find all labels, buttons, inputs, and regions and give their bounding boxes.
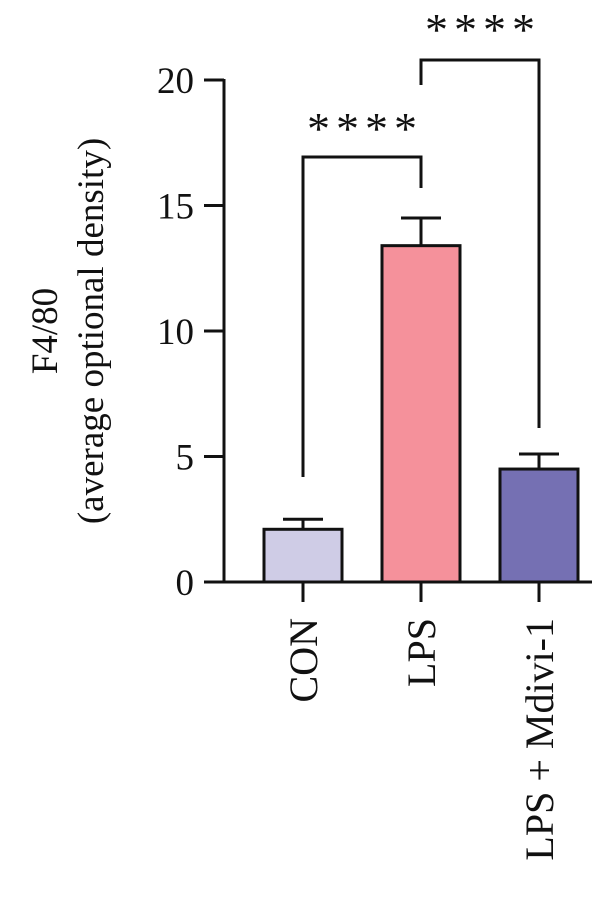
y-ticks: 0 5 10 15 20 <box>157 61 224 604</box>
bar-lps-mdivi-1 <box>498 467 580 584</box>
x-category-labels: CON LPS LPS + Mdivi-1 <box>281 618 562 861</box>
significance-label: **** <box>425 4 541 55</box>
y-tick-label: 10 <box>157 312 194 353</box>
bar-con <box>262 527 344 584</box>
x-category-label: CON <box>281 618 326 702</box>
error-bars <box>283 216 559 530</box>
y-tick-label: 20 <box>157 61 194 102</box>
significance-bracket <box>419 58 541 428</box>
y-axis-title-line-1: F4/80 <box>25 288 66 374</box>
significance-bracket <box>301 155 423 477</box>
significance-label: **** <box>307 103 423 154</box>
bar-lps <box>380 244 462 584</box>
y-tick-label: 0 <box>176 563 195 604</box>
x-category-label: LPS + Mdivi-1 <box>517 618 562 861</box>
x-category-label: LPS <box>399 618 444 687</box>
bars <box>262 244 580 584</box>
significance-brackets: ******** <box>301 4 541 477</box>
y-tick-label: 15 <box>157 187 194 228</box>
y-axis-title-line-2: (average optional density) <box>71 138 112 524</box>
y-tick-label: 5 <box>176 438 195 479</box>
